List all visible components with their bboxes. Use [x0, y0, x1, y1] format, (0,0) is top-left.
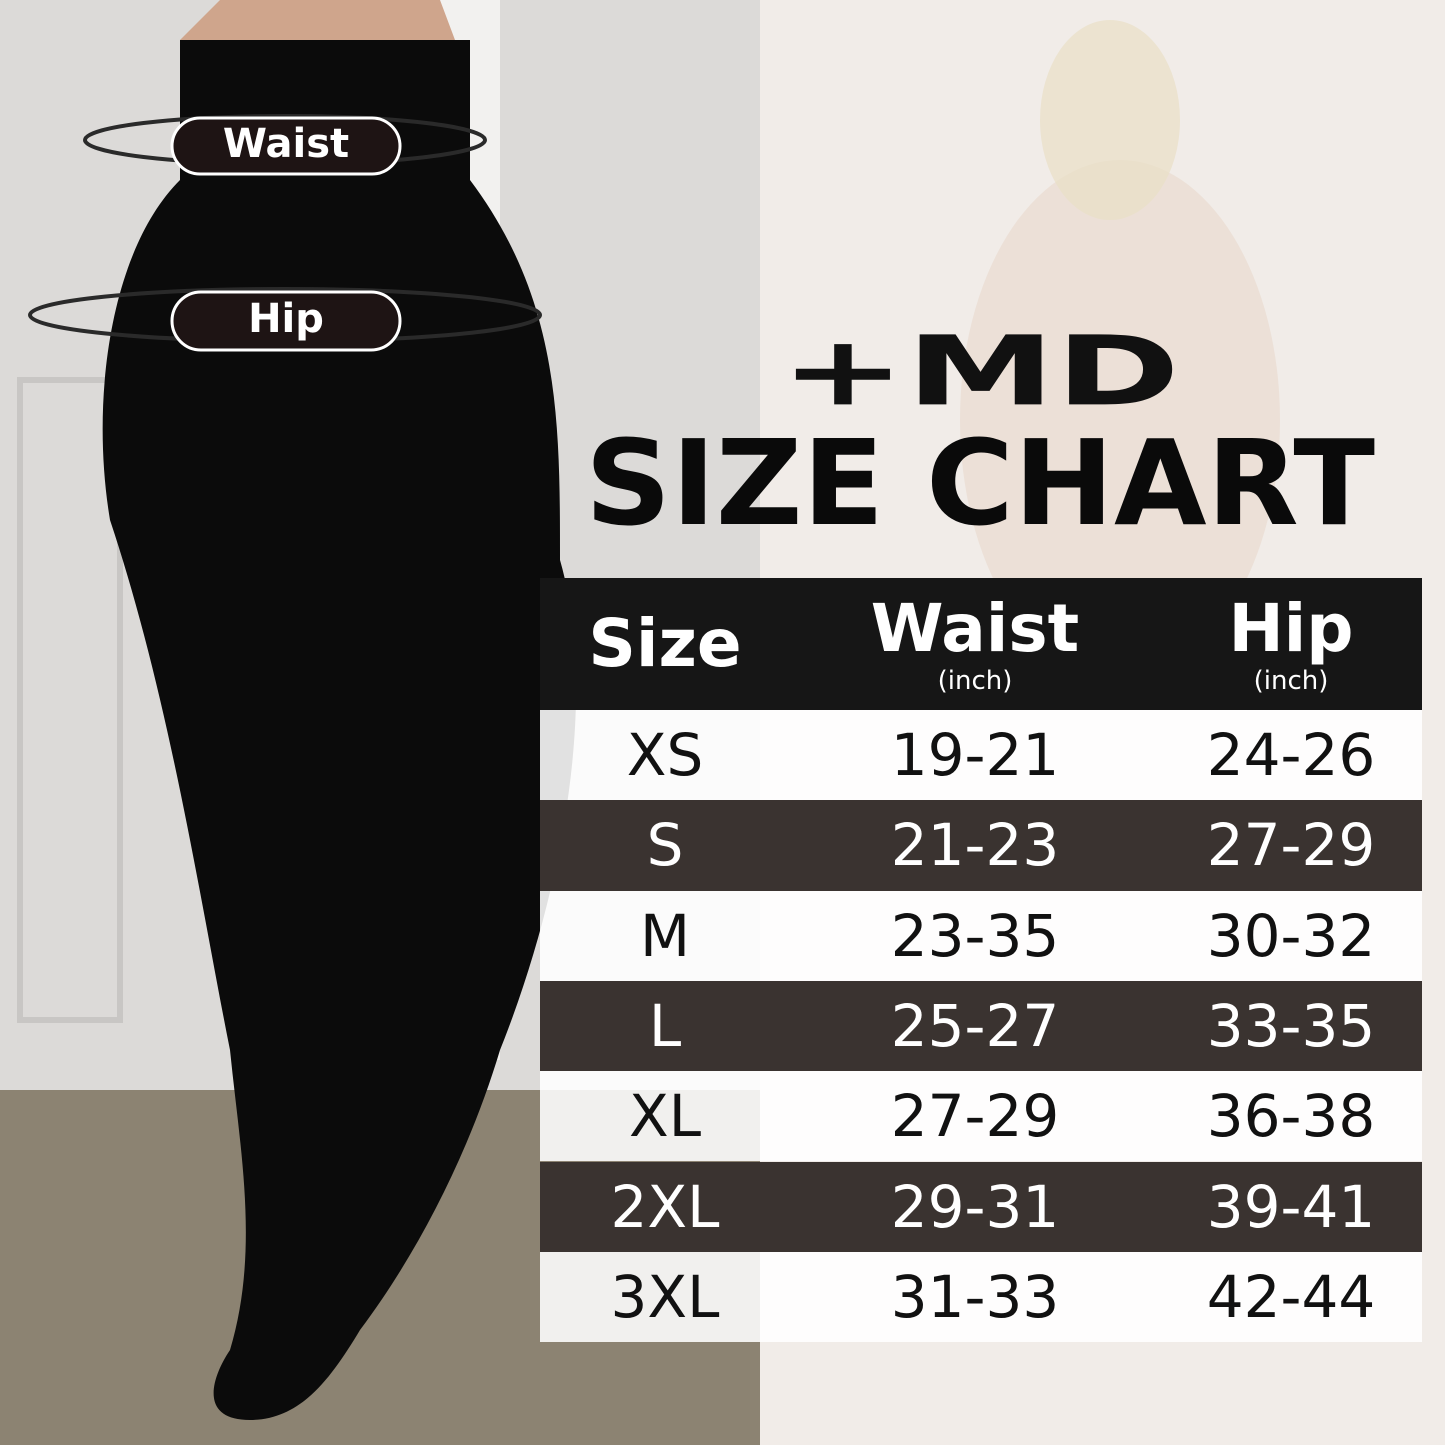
size-table: Size Waist (inch) Hip (inch) XS 19-21 24-26 S 21-… — [540, 578, 1422, 1343]
table-cell: 27-29 — [890, 1082, 1060, 1151]
model-figure — [960, 160, 1280, 680]
logo: +MD — [780, 315, 1180, 427]
header-label: Waist — [870, 590, 1080, 667]
table-row: M 23-35 30-32 — [540, 890, 1422, 981]
table-header: Size Waist (inch) Hip (inch) — [540, 578, 1422, 710]
hip-label: Hip — [248, 296, 324, 342]
table-cell: 30-32 — [1206, 901, 1376, 970]
table-row: 2XL 29-31 39-41 — [540, 1161, 1422, 1252]
header-label: Size — [588, 605, 742, 682]
leggings — [102, 40, 577, 1420]
header-label: Hip — [1228, 590, 1354, 667]
header-unit: (inch) — [1253, 666, 1329, 696]
table-row: 3XL 31-33 42-44 — [540, 1251, 1422, 1343]
table-cell: XL — [628, 1082, 702, 1151]
table-cell: 29-31 — [890, 1172, 1060, 1241]
table-cell: 31-33 — [890, 1262, 1060, 1331]
table-cell: 3XL — [610, 1262, 720, 1331]
table-cell: 25-27 — [890, 992, 1060, 1061]
table-cell: 23-35 — [890, 901, 1060, 970]
table-row: XL 27-29 36-38 — [540, 1071, 1422, 1162]
wall-panel — [17, 377, 123, 1023]
header-cell: Size — [540, 578, 790, 710]
table-cell: M — [639, 901, 691, 970]
table-row: L 25-27 33-35 — [540, 980, 1422, 1072]
table-cell: 21-23 — [890, 811, 1060, 880]
table-cell: 33-35 — [1206, 992, 1376, 1061]
header-cell: Waist (inch) — [790, 578, 1160, 710]
title: SIZE CHART — [585, 414, 1375, 552]
table-cell: 42-44 — [1206, 1262, 1376, 1331]
model-hair — [1040, 20, 1180, 220]
header-cell: Hip (inch) — [1160, 578, 1422, 710]
hip-badge — [170, 290, 402, 352]
waist-badge — [170, 116, 402, 176]
waist-label: Waist — [223, 121, 349, 167]
table-cell: 19-21 — [890, 721, 1060, 790]
table-row: XS 19-21 24-26 — [540, 710, 1422, 801]
table-cell: XS — [626, 721, 704, 790]
table-cell: 36-38 — [1206, 1082, 1376, 1151]
table-row: S 21-23 27-29 — [540, 800, 1422, 891]
table-cell: S — [646, 811, 684, 880]
table-cell: 27-29 — [1206, 811, 1376, 880]
skin — [180, 0, 455, 40]
table-cell: 2XL — [610, 1172, 720, 1241]
table-cell: 39-41 — [1206, 1172, 1376, 1241]
header-unit: (inch) — [937, 666, 1013, 696]
table-cell: 24-26 — [1206, 721, 1376, 790]
table-cell: L — [648, 992, 682, 1061]
